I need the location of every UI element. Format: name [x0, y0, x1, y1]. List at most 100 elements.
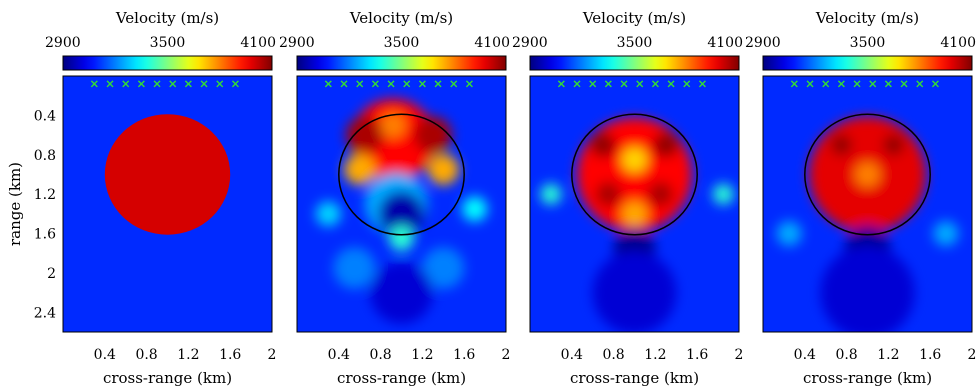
x-tick-label: 0.4 [794, 347, 816, 363]
colorbar-tick-label: 2900 [45, 35, 81, 51]
axes-frame [62, 75, 273, 333]
true-anomaly-outline [804, 113, 931, 236]
colorbar [529, 55, 740, 71]
velocity-feature [712, 183, 734, 205]
x-tick-label: 0.4 [561, 347, 583, 363]
x-tick-label: 1.6 [453, 347, 475, 363]
velocity-feature [333, 247, 376, 289]
velocity-feature [380, 112, 406, 138]
x-axis-label: cross-range (km) [803, 369, 932, 387]
velocity-feature [854, 162, 881, 187]
source-marker [853, 80, 861, 88]
velocity-anomaly [104, 114, 231, 235]
axes-frame [529, 75, 740, 333]
velocity-feature [370, 261, 433, 324]
source-marker [837, 80, 845, 88]
velocity-feature [540, 183, 562, 205]
velocity-feature [378, 191, 425, 237]
source-marker [184, 80, 192, 88]
source-marker [683, 80, 691, 88]
x-tick-label: 0.8 [602, 347, 624, 363]
axes-frame [762, 75, 973, 333]
reconstruction-field [315, 98, 488, 324]
velocity-feature [776, 221, 802, 246]
true-anomaly-outline [571, 113, 698, 236]
x-tick-label: 1.2 [411, 347, 433, 363]
velocity-feature [883, 134, 905, 156]
x-tick-label: 2 [268, 347, 277, 363]
velocity-feature [344, 154, 376, 186]
reconstruction-field [776, 116, 959, 332]
source-marker [589, 80, 597, 88]
source-marker [153, 80, 161, 88]
panel-2: Velocity (m/s) 2900 3500 4100 0.4 0.8 1.2 1.6 2 c… [279, 9, 510, 387]
x-tick-label: 1.6 [919, 347, 941, 363]
x-tick-label: 1.6 [686, 347, 708, 363]
velocity-feature [590, 132, 616, 158]
velocity-feature [592, 251, 677, 332]
x-tick-label: 2 [968, 347, 977, 363]
velocity-feature [595, 181, 621, 207]
source-marker [216, 80, 224, 88]
source-marker [604, 80, 612, 88]
plot-area [763, 76, 972, 332]
x-tick-label: 2 [735, 347, 744, 363]
source-marker [916, 80, 924, 88]
colorbar [762, 55, 973, 71]
plot-area [297, 76, 506, 332]
source-marker [465, 80, 473, 88]
x-tick-label: 0.8 [369, 347, 391, 363]
source-marker [450, 80, 458, 88]
colorbar-tick-label: 2900 [745, 35, 781, 51]
y-tick-label: 1.2 [34, 187, 56, 203]
velocity-feature [648, 181, 674, 207]
reconstruction-field [540, 117, 734, 332]
velocity-feature [653, 132, 679, 158]
velocity-feature [315, 201, 341, 227]
colorbar-tick-label: 4100 [474, 35, 510, 51]
velocity-feature [422, 247, 465, 289]
source-marker [434, 80, 442, 88]
colorbar-title: Velocity (m/s) [115, 9, 219, 27]
axes-frame [296, 75, 507, 333]
source-marker [869, 80, 877, 88]
x-tick-label: 1.2 [644, 347, 666, 363]
source-marker [231, 80, 239, 88]
velocity-feature [933, 221, 959, 246]
velocity-feature [830, 134, 852, 156]
x-axis-label: cross-range (km) [570, 369, 699, 387]
y-tick-label: 0.8 [34, 148, 56, 164]
y-tick-label: 2.4 [34, 305, 56, 321]
colorbar-tick-label: 3500 [850, 35, 886, 51]
velocity-feature [388, 226, 415, 251]
x-tick-label: 1.6 [219, 347, 241, 363]
x-tick-label: 1.2 [877, 347, 899, 363]
velocity-feature [462, 196, 488, 222]
velocity-feature [346, 116, 384, 154]
source-marker [169, 80, 177, 88]
colorbar-tick-label: 4100 [707, 35, 743, 51]
colorbar [296, 55, 507, 71]
source-marker [387, 80, 395, 88]
source-marker [200, 80, 208, 88]
source-marker [822, 80, 830, 88]
x-tick-label: 2 [502, 347, 511, 363]
source-marker [90, 80, 98, 88]
source-marker [667, 80, 675, 88]
y-tick-label: 0.4 [34, 108, 56, 124]
source-marker [884, 80, 892, 88]
panel-4: Velocity (m/s) 2900 3500 4100 0.4 0.8 1.2 1.6 2 c… [745, 9, 976, 387]
velocity-feature [621, 201, 648, 227]
source-marker [620, 80, 628, 88]
source-marker [790, 80, 798, 88]
source-marker [137, 80, 145, 88]
true-anomaly-outline [338, 113, 465, 236]
source-marker [356, 80, 364, 88]
colorbar-title: Velocity (m/s) [349, 9, 453, 27]
source-marker [900, 80, 908, 88]
x-tick-label: 1.2 [177, 347, 199, 363]
x-tick-label: 0.8 [835, 347, 857, 363]
colorbar-tick-label: 2900 [279, 35, 315, 51]
source-marker [636, 80, 644, 88]
